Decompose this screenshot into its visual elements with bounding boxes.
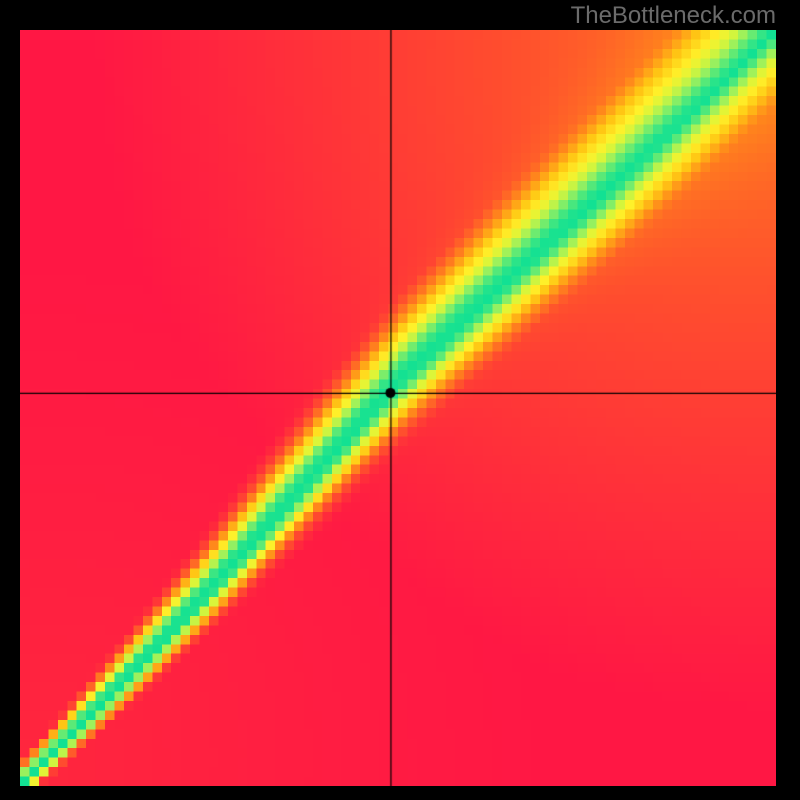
watermark-text: TheBottleneck.com [571,2,776,30]
chart-container: TheBottleneck.com [0,0,800,800]
bottleneck-heatmap [20,30,776,786]
